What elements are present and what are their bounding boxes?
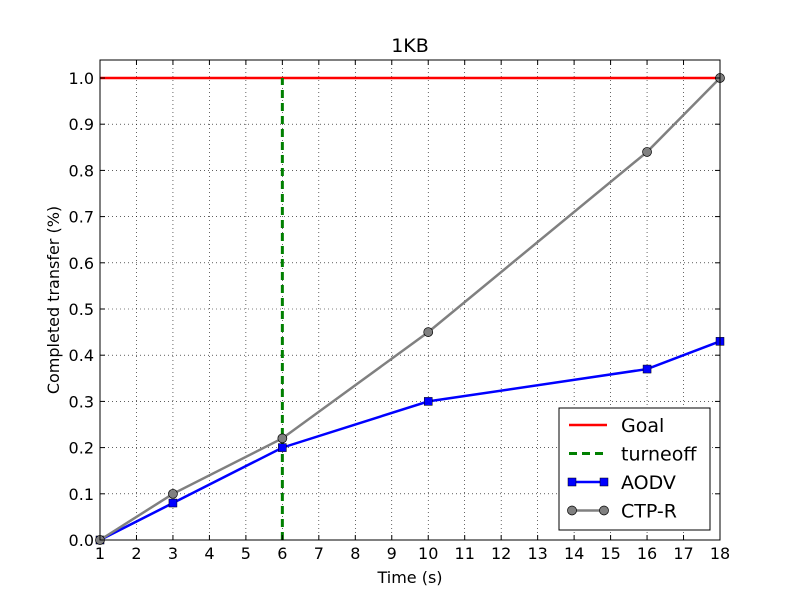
data-point-aodv: [168, 498, 178, 508]
x-tick-label: 12: [491, 544, 511, 563]
x-tick-label: 5: [241, 544, 251, 563]
x-tick-label: 4: [204, 544, 214, 563]
y-tick-label: 0.2: [69, 439, 94, 458]
x-tick-label: 3: [168, 544, 178, 563]
x-tick-label: 11: [455, 544, 475, 563]
series-line-aodv: [99, 340, 721, 542]
axis-ticks: 1 2 3 4 5 6 7 8 9 10 11 12 13 14 15 16 17 180.00.10.20.30…: [69, 60, 730, 563]
legend: Goal turneoff AODV CTP-R: [558, 407, 711, 531]
data-point-aodv: [278, 443, 287, 452]
x-tick-label: 14: [564, 544, 584, 563]
data-point-aodv: [642, 364, 652, 374]
x-tick-label: 7: [314, 544, 324, 563]
y-tick-label: 1.0: [69, 69, 94, 88]
y-axis-label: Completed transfer (%): [44, 206, 63, 394]
data-point-aodv: [423, 397, 433, 406]
x-tick-label: 16: [637, 544, 657, 563]
y-tick-label: 0.3: [69, 392, 94, 411]
x-tick-label: 18: [710, 544, 730, 563]
y-tick-label: 0.5: [69, 300, 94, 319]
x-tick-label: 8: [350, 544, 360, 563]
y-tick-label: 0.7: [69, 208, 94, 227]
x-tick-label: 1: [95, 544, 105, 563]
legend-label-ctp-r: CTP-R: [621, 501, 677, 523]
x-axis-label: Time (s): [376, 568, 442, 587]
y-tick-label: 0.6: [69, 254, 94, 273]
chart-title: 1KB: [391, 35, 429, 57]
x-tick-label: 2: [131, 544, 141, 563]
series-line-ctp-r: [99, 77, 721, 542]
legend-label-goal: Goal: [621, 415, 664, 437]
x-tick-label: 9: [387, 544, 397, 563]
legend-label-turneoff: turneoff: [621, 444, 697, 466]
legend-marker-ctp-r: [599, 505, 609, 516]
y-tick-label: 0.0: [69, 531, 94, 550]
x-tick-label: 15: [600, 544, 620, 563]
legend-marker-ctp-r: [567, 505, 577, 516]
x-tick-label: 6: [277, 544, 287, 563]
data-point-ctp-r: [423, 327, 434, 337]
x-tick-label: 13: [527, 544, 547, 563]
legend-marker-aodv: [567, 477, 577, 487]
y-tick-label: 0.1: [69, 485, 94, 504]
data-point-ctp-r: [277, 433, 288, 444]
data-point-ctp-r: [168, 488, 178, 499]
plot-frame: [99, 59, 721, 541]
legend-marker-aodv: [599, 477, 609, 487]
x-tick-label: 10: [418, 544, 438, 563]
x-tick-label: 17: [673, 544, 693, 563]
y-tick-label: 0.8: [69, 161, 94, 180]
legend-label-aodv: AODV: [621, 472, 676, 494]
y-tick-label: 0.4: [69, 346, 94, 365]
y-tick-label: 0.9: [69, 115, 94, 134]
data-point-ctp-r: [642, 147, 652, 157]
